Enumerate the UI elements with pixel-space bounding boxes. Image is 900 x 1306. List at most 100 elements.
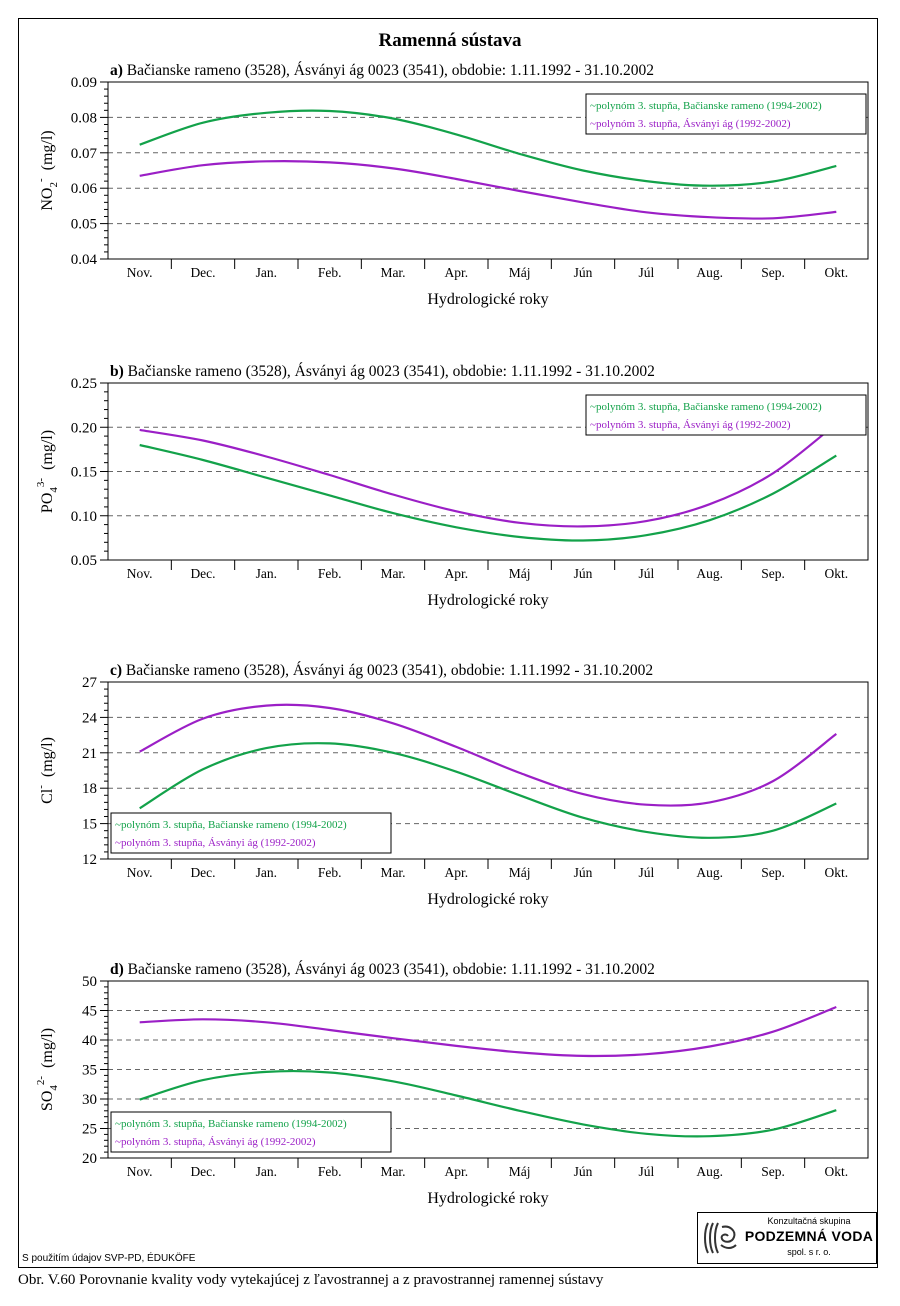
logo-line-3: spol. s r. o. xyxy=(787,1247,831,1257)
x-tick-label: Dec. xyxy=(190,1164,215,1179)
chart-title-text: Bačianske rameno (3528), Ásványi ág 0023… xyxy=(126,662,653,679)
x-tick-label: Okt. xyxy=(825,1164,849,1179)
x-tick-label: Aug. xyxy=(696,265,723,280)
y-tick-label: 0.15 xyxy=(71,465,97,481)
series-line-bacianske-rameno xyxy=(139,443,837,542)
y-tick-label: 0.05 xyxy=(71,553,97,569)
legend-box xyxy=(110,1111,392,1153)
logo-line-2: PODZEMNÁ VODA xyxy=(744,1228,874,1244)
chart-title: d) Bačianske rameno (3528), Ásványi ág 0… xyxy=(110,961,655,978)
series-line-bacianske-rameno xyxy=(139,109,837,187)
x-tick-label: Máj xyxy=(509,1164,531,1179)
chart-title-text: Bačianske rameno (3528), Ásványi ág 0023… xyxy=(128,961,655,978)
y-axis-title-subscript: 2 xyxy=(48,182,60,188)
y-tick-label: 24 xyxy=(82,710,98,726)
x-tick-label: Nov. xyxy=(127,865,153,880)
y-axis-title: NO2- (mg/l) xyxy=(35,130,60,210)
x-tick-label: Okt. xyxy=(825,566,849,581)
panel-label: c) xyxy=(110,662,126,679)
y-tick-label: 0.09 xyxy=(71,75,97,91)
company-logo: Konzultačná skupina PODZEMNÁ VODA spol. … xyxy=(697,1212,877,1264)
legend-entry: ~polynóm 3. stupňa, Ásványi ág (1992-200… xyxy=(590,118,791,130)
x-tick-label: Júl xyxy=(638,865,654,880)
y-tick-label: 0.07 xyxy=(71,146,98,162)
series-line-bacianske-rameno xyxy=(139,742,837,839)
legend-entry: ~polynóm 3. stupňa, Bačianske rameno (19… xyxy=(115,1118,347,1130)
legend-entry: ~polynóm 3. stupňa, Bačianske rameno (19… xyxy=(590,100,822,112)
chart-panel-a: a) Bačianske rameno (3528), Ásványi ág 0… xyxy=(35,62,869,308)
x-tick-label: Máj xyxy=(509,566,531,581)
series-line-bacianske-rameno xyxy=(139,1069,837,1138)
x-axis-title: Hydrologické roky xyxy=(427,891,548,908)
x-tick-label: Feb. xyxy=(318,566,342,581)
x-tick-label: Sep. xyxy=(761,566,785,581)
x-tick-label: Apr. xyxy=(445,865,469,880)
panel-label: b) xyxy=(110,363,128,380)
y-tick-label: 18 xyxy=(82,781,97,797)
y-axis-title-unit: (mg/l) xyxy=(39,737,56,777)
y-tick-label: 15 xyxy=(82,817,97,833)
y-axis-title-main: SO xyxy=(39,1091,56,1111)
x-tick-label: Mar. xyxy=(380,1164,405,1179)
y-axis-title-main: PO xyxy=(39,493,56,513)
panel-label: a) xyxy=(110,62,127,79)
x-tick-label: Jún xyxy=(574,865,593,880)
x-tick-label: Sep. xyxy=(761,1164,785,1179)
figure-frame xyxy=(18,18,878,1268)
chart-panel-c: c) Bačianske rameno (3528), Ásványi ág 0… xyxy=(35,662,869,908)
series-line-asvanyi-ag xyxy=(139,1005,837,1058)
y-axis-title-superscript: - xyxy=(35,178,47,182)
y-axis-title: Cl- (mg/l) xyxy=(35,737,56,804)
x-tick-label: Sep. xyxy=(761,265,785,280)
y-axis-title-unit: (mg/l) xyxy=(39,130,56,170)
series-line-asvanyi-ag xyxy=(139,703,837,807)
y-axis-title-superscript: 3- xyxy=(35,478,47,488)
x-tick-label: Feb. xyxy=(318,865,342,880)
x-tick-label: Apr. xyxy=(445,566,469,581)
legend-entry: ~polynóm 3. stupňa, Ásványi ág (1992-200… xyxy=(115,837,316,849)
x-tick-label: Nov. xyxy=(127,566,153,581)
x-tick-label: Feb. xyxy=(318,1164,342,1179)
x-axis-title: Hydrologické roky xyxy=(427,592,548,609)
y-tick-label: 0.04 xyxy=(71,252,98,268)
x-tick-label: Mar. xyxy=(380,566,405,581)
x-tick-label: Nov. xyxy=(127,1164,153,1179)
x-tick-label: Okt. xyxy=(825,865,849,880)
legend-box xyxy=(110,812,392,854)
chart-panel-b: b) Bačianske rameno (3528), Ásványi ág 0… xyxy=(35,363,869,609)
panel-label: d) xyxy=(110,961,128,978)
series-line-asvanyi-ag xyxy=(139,422,837,528)
x-tick-label: Jan. xyxy=(256,865,277,880)
x-tick-label: Mar. xyxy=(380,865,405,880)
chart-title-text: Bačianske rameno (3528), Ásványi ág 0023… xyxy=(128,363,655,380)
y-tick-label: 45 xyxy=(82,1004,97,1020)
chart-title: c) Bačianske rameno (3528), Ásványi ág 0… xyxy=(110,662,653,679)
x-tick-label: Jún xyxy=(574,566,593,581)
x-tick-label: Jan. xyxy=(256,1164,277,1179)
x-tick-label: Feb. xyxy=(318,265,342,280)
x-tick-label: Aug. xyxy=(696,1164,723,1179)
x-tick-label: Apr. xyxy=(445,1164,469,1179)
chart-title: b) Bačianske rameno (3528), Ásványi ág 0… xyxy=(110,363,655,380)
y-tick-label: 0.08 xyxy=(71,110,97,126)
y-axis-title: PO43- (mg/l) xyxy=(35,430,60,513)
y-tick-label: 0.05 xyxy=(71,217,97,233)
chart-panel-d: d) Bačianske rameno (3528), Ásványi ág 0… xyxy=(35,961,869,1207)
y-tick-label: 40 xyxy=(82,1033,97,1049)
legend-entry: ~polynóm 3. stupňa, Bačianske rameno (19… xyxy=(590,401,822,413)
x-tick-label: Okt. xyxy=(825,265,849,280)
y-axis-title-subscript: 4 xyxy=(48,1085,60,1091)
logo-mark-icon xyxy=(704,1222,737,1254)
y-axis-title-main: Cl xyxy=(39,788,56,804)
y-tick-label: 0.20 xyxy=(71,420,97,436)
y-axis-title-superscript: 2- xyxy=(35,1076,47,1086)
legend-entry: ~polynóm 3. stupňa, Ásványi ág (1992-200… xyxy=(590,419,791,431)
x-tick-label: Apr. xyxy=(445,265,469,280)
y-tick-label: 35 xyxy=(82,1063,97,1079)
x-tick-label: Dec. xyxy=(190,265,215,280)
source-note: S použitím údajov SVP-PD, ÉDUKÖFE xyxy=(22,1253,196,1264)
y-tick-label: 21 xyxy=(82,746,97,762)
main-title: Ramenná sústava xyxy=(378,30,522,51)
y-tick-label: 0.06 xyxy=(71,181,98,197)
x-tick-label: Mar. xyxy=(380,265,405,280)
